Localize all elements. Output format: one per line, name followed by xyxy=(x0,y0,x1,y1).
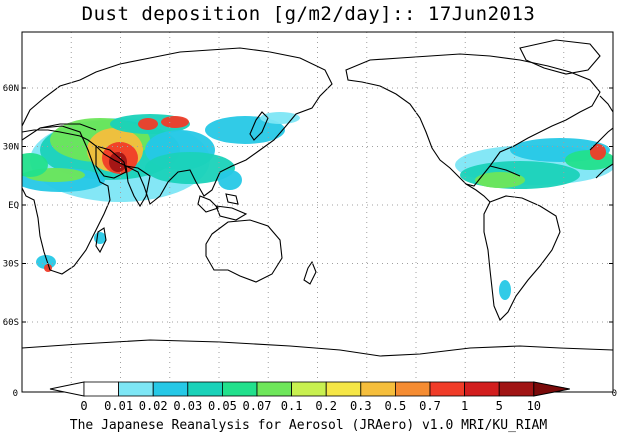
right-axis-zero-label: 0 xyxy=(612,389,617,399)
colorbar-box xyxy=(187,381,223,397)
colorbar-tick-label: 0.01 xyxy=(104,399,133,413)
lat-label: 30N xyxy=(3,143,19,153)
colorbar: 0 0.01 0.02 0.03 0.05 0.07 0.1 0.2 0.3 0.5 0.7 1 5 10 xyxy=(49,381,570,413)
colorbar-box xyxy=(221,381,258,397)
dust-patch xyxy=(161,116,189,128)
map-title: Dust deposition [g/m2/day]:: 17Jun2013 xyxy=(81,3,536,25)
colorbar-tick-label: 0.3 xyxy=(350,399,372,413)
colorbar-box xyxy=(291,381,327,397)
lat-label: 30S xyxy=(3,260,19,270)
colorbar-high-triangle xyxy=(533,381,570,397)
colorbar-tick-label: 5 xyxy=(496,399,503,413)
dust-patch xyxy=(590,144,606,160)
coastlines xyxy=(22,39,613,357)
lat-label: 60S xyxy=(3,318,19,328)
dust-patch xyxy=(138,118,158,130)
left-axis-zero-label: 0 xyxy=(13,389,18,399)
colorbar-tick-label: 0.07 xyxy=(243,399,272,413)
colorbar-box xyxy=(429,381,465,397)
dust-field xyxy=(22,112,613,300)
colorbar-box xyxy=(152,381,189,397)
colorbar-low-triangle xyxy=(49,381,85,397)
colorbar-tick-label: 0.1 xyxy=(281,399,303,413)
colorbar-tick-label: 0.7 xyxy=(419,399,441,413)
lat-label: EQ xyxy=(8,201,19,211)
dust-patch xyxy=(475,172,525,188)
colorbar-box xyxy=(498,381,535,397)
dust-patch xyxy=(460,161,580,189)
colorbar-box xyxy=(360,381,396,397)
colorbar-box xyxy=(83,381,119,397)
footer-credit: The Japanese Reanalysis for Aerosol (JRA… xyxy=(69,418,548,433)
colorbar-tick-label: 0 xyxy=(80,399,87,413)
colorbar-tick-label: 0.02 xyxy=(139,399,168,413)
colorbar-tick-label: 0.03 xyxy=(173,399,202,413)
dust-patch xyxy=(218,170,242,190)
dust-patch xyxy=(94,232,106,244)
colorbar-tick-label: 10 xyxy=(527,399,541,413)
lat-label: 60N xyxy=(3,84,19,94)
colorbar-tick-label: 0.05 xyxy=(208,399,237,413)
dust-patch xyxy=(205,116,285,144)
colorbar-box xyxy=(464,381,500,397)
latitude-labels: 60N 30N EQ 30S 60S xyxy=(3,84,613,328)
dust-patch xyxy=(499,280,511,300)
dust-patch xyxy=(22,153,48,177)
graticule xyxy=(22,32,613,392)
dust-patch xyxy=(145,152,235,184)
colorbar-tick-label: 0.2 xyxy=(315,399,337,413)
colorbar-box xyxy=(118,381,154,397)
colorbar-tick-label: 0.5 xyxy=(385,399,407,413)
colorbar-tick-label: 1 xyxy=(461,399,468,413)
colorbar-box xyxy=(325,381,362,397)
colorbar-box xyxy=(394,381,431,397)
colorbar-box xyxy=(256,381,292,397)
dust-patch xyxy=(565,150,613,170)
